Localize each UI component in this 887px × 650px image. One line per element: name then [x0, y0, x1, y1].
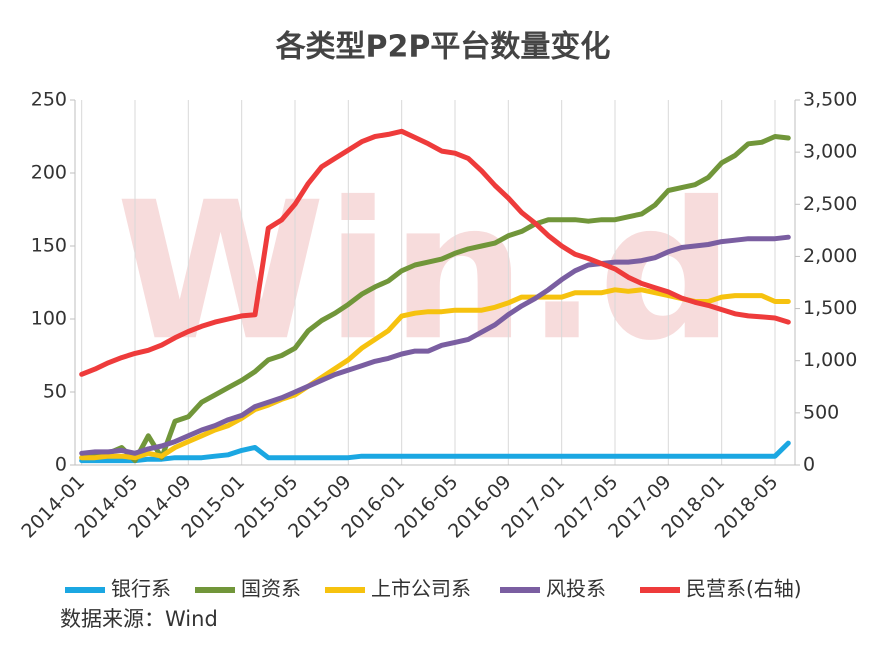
legend-label: 银行系 — [111, 577, 171, 601]
chart-title: 各类型P2P平台数量变化 — [275, 30, 611, 65]
y-tick-label: 100 — [31, 308, 67, 330]
legend-label: 风投系 — [546, 577, 606, 601]
y-tick-label: 250 — [31, 89, 67, 111]
y2-tick-label: 1,500 — [803, 297, 857, 319]
y-tick-label: 50 — [43, 381, 67, 403]
legend-label: 上市公司系 — [371, 577, 471, 601]
line — [79, 287, 791, 461]
source: 数据来源：Wind — [60, 607, 218, 631]
legend-label: 民营系(右轴) — [686, 577, 802, 601]
y2-tick-label: 1,000 — [803, 349, 857, 371]
line — [79, 128, 791, 377]
y-tick-label: 150 — [31, 235, 67, 257]
y-tick-label: 0 — [55, 454, 67, 476]
y2-tick-label: 500 — [803, 401, 839, 423]
y2-tick-label: 0 — [803, 454, 815, 476]
line — [79, 234, 791, 456]
y-tick-label: 200 — [31, 162, 67, 184]
line — [79, 440, 791, 464]
y2-tick-label: 3,000 — [803, 141, 857, 163]
line — [79, 134, 791, 464]
y2-tick-label: 2,000 — [803, 245, 857, 267]
legend-label: 国资系 — [241, 577, 301, 601]
watermark: Win.d — [116, 161, 734, 382]
y2-tick-label: 2,500 — [803, 193, 857, 215]
y2-tick-label: 3,500 — [803, 89, 857, 111]
